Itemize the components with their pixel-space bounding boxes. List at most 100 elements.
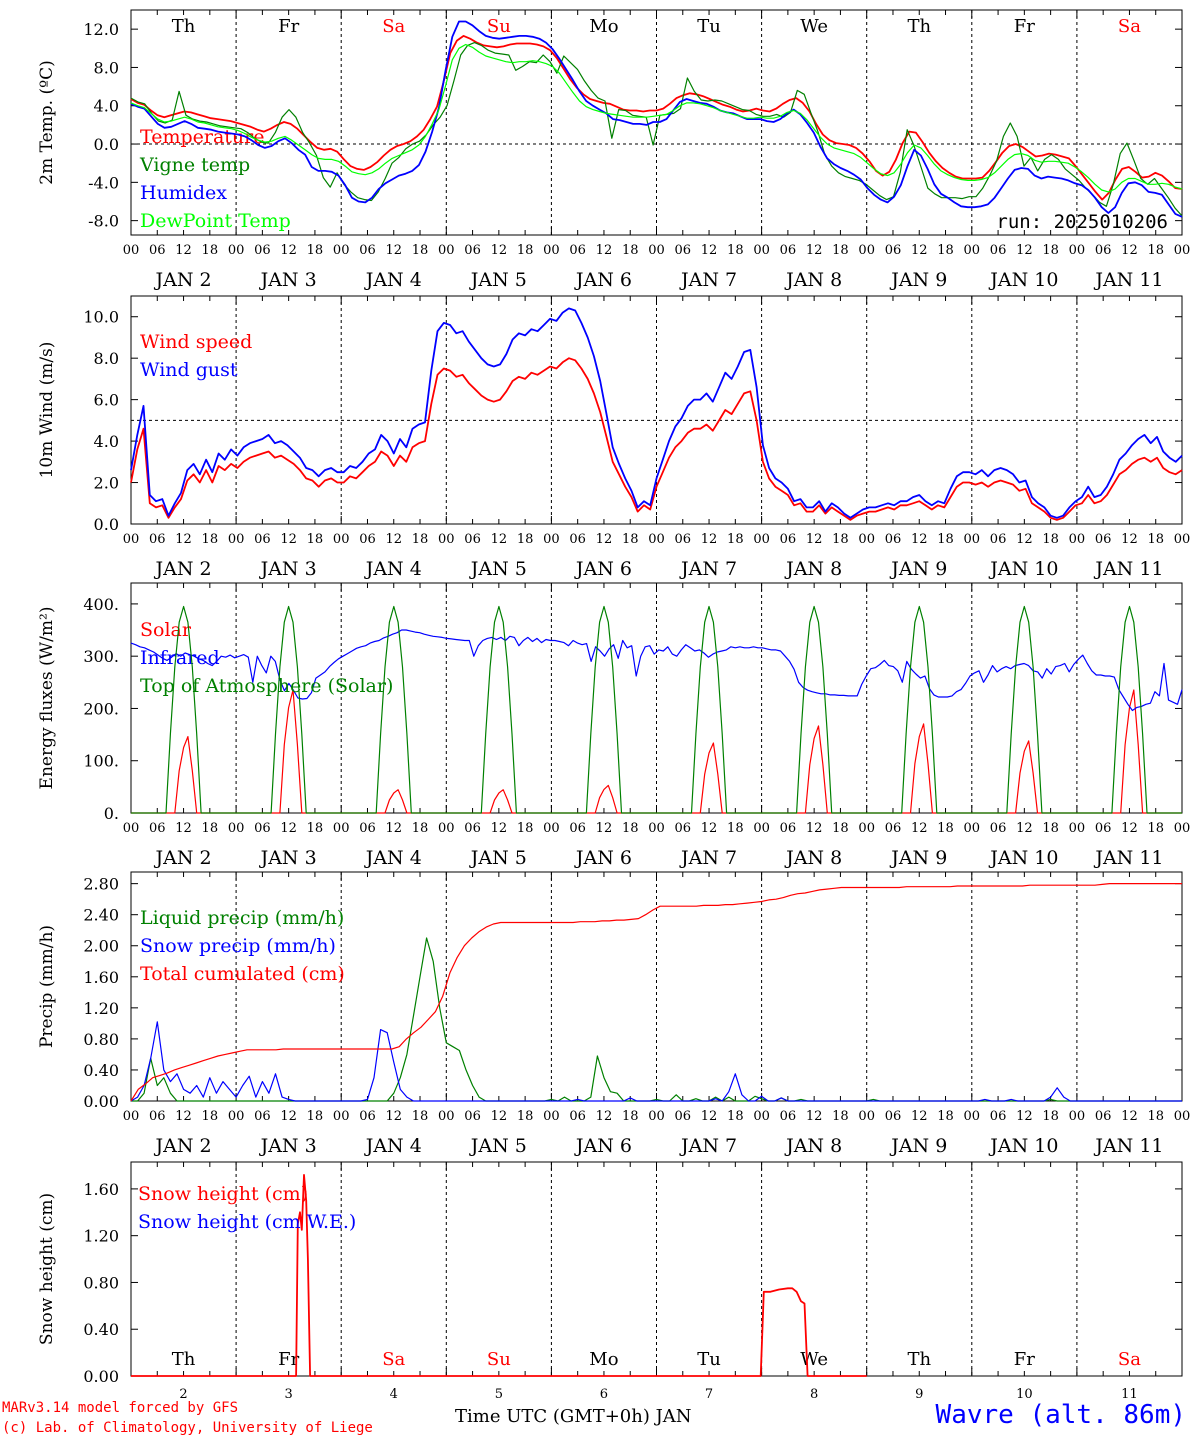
date-label: JAN 11 bbox=[1093, 558, 1163, 580]
y-tick-label: 0.80 bbox=[83, 1273, 119, 1292]
hour-tick-label: 00 bbox=[964, 821, 981, 836]
hour-tick-label: 06 bbox=[780, 243, 797, 258]
hour-tick-label: 12 bbox=[491, 243, 508, 258]
hour-tick-label: 00 bbox=[228, 821, 245, 836]
hour-tick-label: 06 bbox=[149, 1109, 166, 1124]
hour-tick-label: 00 bbox=[1069, 821, 1086, 836]
date-label: JAN 5 bbox=[469, 1135, 527, 1157]
hour-tick-label: 12 bbox=[1121, 532, 1138, 547]
hour-tick-label: 18 bbox=[412, 532, 429, 547]
hour-tick-label: 18 bbox=[307, 1109, 324, 1124]
hour-tick-label: 12 bbox=[280, 1109, 297, 1124]
weekday-label: Sa bbox=[382, 1349, 405, 1370]
hour-tick-label: 18 bbox=[727, 532, 744, 547]
hour-tick-label: 06 bbox=[359, 1109, 376, 1124]
weekday-label: Sa bbox=[1118, 16, 1141, 37]
hour-tick-label: 06 bbox=[569, 243, 586, 258]
hour-tick-label: 00 bbox=[1174, 1109, 1191, 1124]
date-label: JAN 11 bbox=[1093, 269, 1163, 291]
y-axis-label: Snow height (cm) bbox=[37, 1193, 57, 1345]
lab-credit: (c) Lab. of Climatology, University of L… bbox=[2, 1420, 373, 1436]
hour-tick-label: 18 bbox=[412, 243, 429, 258]
legend-entry: Total cumulated (cm) bbox=[140, 963, 345, 985]
y-tick-label: 400. bbox=[83, 595, 119, 614]
hour-tick-label: 06 bbox=[569, 532, 586, 547]
weekday-label: Sa bbox=[382, 16, 405, 37]
hour-tick-label: 00 bbox=[1174, 243, 1191, 258]
y-tick-label: 0.40 bbox=[83, 1061, 119, 1080]
hour-tick-label: 00 bbox=[438, 1109, 455, 1124]
hour-tick-label: 18 bbox=[622, 1109, 639, 1124]
hour-tick-label: 18 bbox=[517, 532, 534, 547]
legend-entry: Infrared bbox=[140, 647, 220, 669]
y-tick-label: 100. bbox=[83, 752, 119, 771]
date-label: JAN 10 bbox=[988, 269, 1058, 291]
hour-tick-label: 18 bbox=[832, 243, 849, 258]
hour-tick-label: 06 bbox=[464, 821, 481, 836]
hour-tick-label: 18 bbox=[412, 821, 429, 836]
legend-entry: DewPoint Temp bbox=[140, 210, 291, 232]
series-line-energy-2 bbox=[131, 605, 1182, 814]
weekday-label: Sa bbox=[1118, 1349, 1141, 1370]
date-label: JAN 11 bbox=[1093, 1135, 1163, 1157]
weekday-label: Fr bbox=[1014, 1349, 1035, 1370]
date-label: JAN 6 bbox=[574, 269, 632, 291]
hour-tick-label: 06 bbox=[885, 1109, 902, 1124]
hour-tick-label: 06 bbox=[149, 532, 166, 547]
weekday-label: Th bbox=[907, 16, 931, 37]
legend-entry: Wind gust bbox=[140, 359, 238, 381]
hour-tick-label: 18 bbox=[1147, 243, 1164, 258]
hour-tick-label: 00 bbox=[1069, 243, 1086, 258]
hour-tick-label: 00 bbox=[543, 821, 560, 836]
hour-tick-label: 06 bbox=[464, 1109, 481, 1124]
y-tick-label: 0.80 bbox=[83, 1030, 119, 1049]
weekday-label: Th bbox=[907, 1349, 931, 1370]
hour-tick-label: 12 bbox=[280, 821, 297, 836]
y-tick-label: 1.60 bbox=[83, 1180, 119, 1199]
weekday-label: Tu bbox=[697, 16, 721, 37]
hour-tick-label: 12 bbox=[175, 821, 192, 836]
y-tick-label: 0.0 bbox=[94, 515, 119, 534]
date-label: JAN 3 bbox=[259, 1135, 317, 1157]
hour-tick-label: 06 bbox=[464, 243, 481, 258]
y-tick-label: 6.0 bbox=[94, 391, 119, 410]
hour-tick-label: 00 bbox=[543, 532, 560, 547]
day-number-label: 7 bbox=[705, 1387, 713, 1402]
weekday-label: Mo bbox=[589, 16, 618, 37]
hour-tick-label: 18 bbox=[202, 1109, 219, 1124]
date-label: JAN 2 bbox=[154, 269, 212, 291]
legend-entry: Top of Atmosphere (Solar) bbox=[140, 675, 393, 697]
date-label: JAN 7 bbox=[679, 269, 737, 291]
hour-tick-label: 00 bbox=[1069, 532, 1086, 547]
y-tick-label: 8.0 bbox=[94, 58, 119, 77]
weekday-label: Th bbox=[172, 1349, 196, 1370]
date-label: JAN 9 bbox=[889, 269, 947, 291]
legend-entry: Wind speed bbox=[140, 331, 252, 353]
hour-tick-label: 18 bbox=[937, 821, 954, 836]
weekday-label: Fr bbox=[1014, 16, 1035, 37]
date-label: JAN 9 bbox=[889, 558, 947, 580]
date-label: JAN 2 bbox=[154, 558, 212, 580]
legend-entry: Snow precip (mm/h) bbox=[140, 935, 336, 957]
hour-tick-label: 18 bbox=[307, 243, 324, 258]
hour-tick-label: 00 bbox=[123, 1109, 140, 1124]
hour-tick-label: 06 bbox=[254, 821, 271, 836]
hour-tick-label: 00 bbox=[543, 243, 560, 258]
hour-tick-label: 18 bbox=[202, 821, 219, 836]
time-axis-label: Time UTC (GMT+0h) JAN bbox=[455, 1406, 692, 1427]
hour-tick-label: 06 bbox=[780, 821, 797, 836]
hour-tick-label: 00 bbox=[648, 243, 665, 258]
y-tick-label: 2.00 bbox=[83, 937, 119, 956]
hour-tick-label: 18 bbox=[937, 243, 954, 258]
date-label: JAN 5 bbox=[469, 558, 527, 580]
hour-tick-label: 12 bbox=[385, 532, 402, 547]
series-line-temperature-3 bbox=[130, 43, 1183, 193]
day-number-label: 11 bbox=[1121, 1387, 1138, 1402]
hour-tick-label: 06 bbox=[675, 243, 692, 258]
hour-tick-label: 00 bbox=[333, 243, 350, 258]
y-axis-label: 10m Wind (m/s) bbox=[37, 342, 57, 479]
hour-tick-label: 12 bbox=[701, 821, 718, 836]
day-number-label: 2 bbox=[179, 1387, 187, 1402]
y-tick-label: 1.20 bbox=[83, 1227, 119, 1246]
series-line-energy-1 bbox=[130, 629, 1183, 712]
